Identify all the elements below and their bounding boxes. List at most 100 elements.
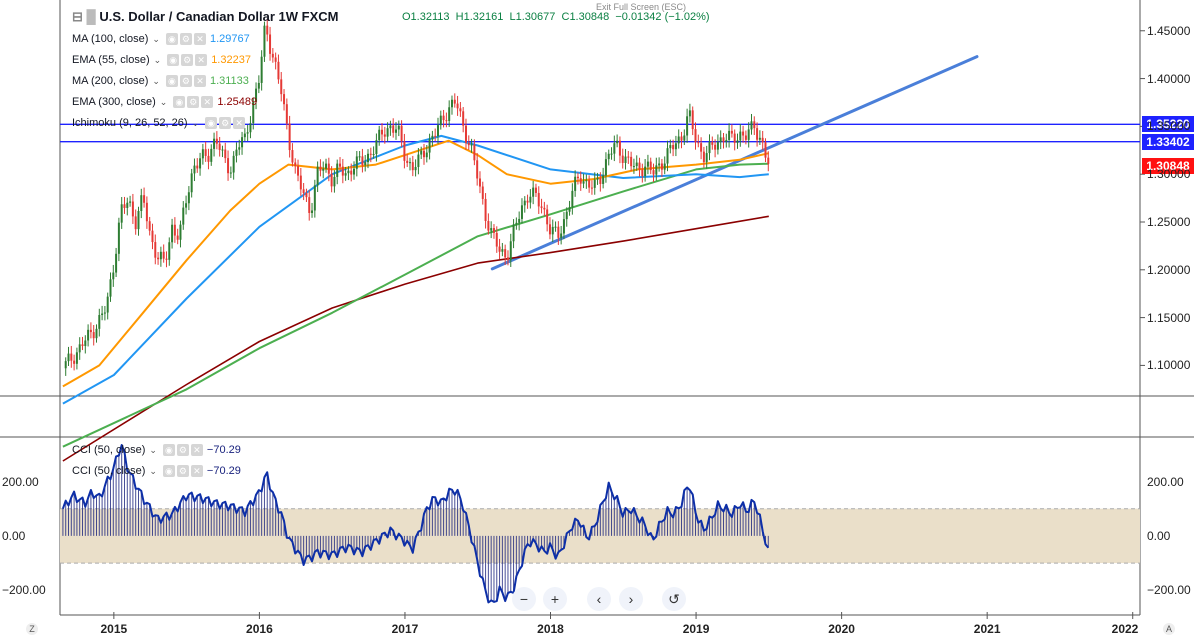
- zoom-out-button[interactable]: −: [512, 587, 536, 611]
- candle-body: [64, 361, 67, 369]
- candle-body: [428, 139, 431, 153]
- candle-body: [624, 156, 627, 163]
- candle-body: [604, 159, 607, 176]
- indicator-row[interactable]: MA (100, close) ⌄ ◉ ⚙ ✕ 1.29767: [72, 33, 250, 45]
- indicator-label[interactable]: CCI (50, close): [72, 465, 146, 477]
- cci-tick-label: 200.00: [2, 474, 39, 489]
- eye-icon[interactable]: ◉: [165, 33, 178, 45]
- indicator-label[interactable]: Ichimoku (9, 26, 52, 26): [72, 117, 188, 129]
- indicator-label[interactable]: MA (100, close): [72, 33, 149, 45]
- candle-body: [389, 125, 392, 129]
- candle-body: [621, 155, 624, 163]
- indicator-row[interactable]: CCI (50, close) ⌄ ◉ ⚙ ✕ −70.29: [72, 465, 241, 477]
- chevron-down-icon[interactable]: ⌄: [152, 33, 160, 44]
- chevron-down-icon[interactable]: ⌄: [153, 54, 162, 65]
- close-icon[interactable]: ✕: [201, 96, 214, 108]
- cci-tick-label: 0.00: [2, 528, 26, 543]
- candle-body: [165, 258, 168, 260]
- candle-body: [341, 166, 344, 176]
- close-icon[interactable]: ✕: [193, 33, 206, 45]
- indicator-buttons: ◉ ⚙ ✕: [167, 54, 208, 66]
- candle-body: [630, 156, 633, 167]
- candle-body: [221, 149, 224, 151]
- corner-left-icon[interactable]: Z: [26, 623, 38, 635]
- candle-body: [347, 170, 350, 174]
- indicator-row[interactable]: EMA (55, close) ⌄ ◉ ⚙ ✕ 1.32237: [72, 54, 251, 66]
- eye-icon[interactable]: ◉: [162, 465, 175, 477]
- corner-right-icon[interactable]: A: [1163, 623, 1175, 635]
- gear-icon[interactable]: ⚙: [179, 33, 192, 45]
- time-tick-label: 2017: [391, 622, 419, 636]
- candle-body: [274, 57, 277, 62]
- indicator-label[interactable]: MA (200, close): [72, 75, 149, 87]
- scroll-forward-button[interactable]: ›: [619, 587, 643, 611]
- close-icon[interactable]: ✕: [233, 117, 246, 129]
- exit-fullscreen-hint[interactable]: Exit Full Screen (ESC): [596, 2, 687, 12]
- candle-body: [422, 150, 425, 158]
- gear-icon[interactable]: ⚙: [179, 75, 192, 87]
- eye-icon[interactable]: ◉: [162, 444, 175, 456]
- candle-body: [322, 168, 325, 171]
- candle-body: [487, 220, 490, 231]
- eye-icon[interactable]: ◉: [165, 75, 178, 87]
- gear-icon[interactable]: ⚙: [176, 444, 189, 456]
- price-badge-2: 1.30848: [1142, 158, 1194, 175]
- candle-body: [297, 166, 300, 176]
- indicator-row[interactable]: EMA (300, close) ⌄ ◉ ⚙ ✕ 1.25489: [72, 96, 257, 108]
- candle-body: [358, 156, 361, 158]
- chevron-down-icon[interactable]: ⌄: [159, 96, 168, 107]
- chevron-down-icon[interactable]: ⌄: [191, 117, 200, 128]
- candle-body: [67, 353, 70, 362]
- close-icon[interactable]: ✕: [195, 54, 208, 66]
- price-tick-label: 1.40000: [1147, 71, 1191, 86]
- candle-body: [492, 228, 495, 233]
- symbol-interval[interactable]: 1W: [278, 9, 299, 24]
- reset-chart-button[interactable]: ↺: [662, 587, 686, 611]
- indicator-label[interactable]: EMA (300, close): [72, 96, 156, 108]
- indicator-label[interactable]: CCI (50, close): [72, 444, 146, 456]
- gear-icon[interactable]: ⚙: [187, 96, 200, 108]
- candle-body: [613, 143, 616, 154]
- candle-body: [434, 135, 437, 137]
- collapse-icon[interactable]: ⊟: [72, 9, 83, 24]
- close-icon[interactable]: ✕: [190, 465, 203, 477]
- gear-icon[interactable]: ⚙: [181, 54, 194, 66]
- eye-icon[interactable]: ◉: [167, 54, 180, 66]
- scroll-back-button[interactable]: ‹: [587, 587, 611, 611]
- time-tick-label: 2019: [682, 622, 710, 636]
- candle-body: [92, 332, 95, 339]
- eye-icon[interactable]: ◉: [173, 96, 186, 108]
- candle-body: [151, 230, 154, 243]
- chevron-down-icon[interactable]: ⌄: [149, 465, 157, 476]
- indicator-row[interactable]: Ichimoku (9, 26, 52, 26) ⌄ ◉ ⚙ ✕: [72, 117, 249, 129]
- candle-body: [431, 135, 434, 140]
- candle-body: [283, 94, 286, 105]
- candle-body: [411, 162, 414, 171]
- candle-body: [453, 99, 456, 104]
- candle-body: [109, 279, 112, 297]
- chevron-down-icon[interactable]: ⌄: [152, 75, 160, 86]
- candle-body: [73, 360, 76, 364]
- gear-icon[interactable]: ⚙: [176, 465, 189, 477]
- candle-body: [134, 216, 137, 230]
- candle-body: [574, 176, 577, 191]
- candle-body: [246, 132, 249, 134]
- candle-body: [495, 232, 498, 247]
- candle-body: [159, 251, 162, 260]
- eye-icon[interactable]: ◉: [205, 117, 218, 129]
- chevron-down-icon[interactable]: ⌄: [149, 444, 157, 455]
- ohlc-low: L1.30677: [509, 11, 556, 23]
- indicator-label[interactable]: EMA (55, close): [72, 54, 150, 66]
- gear-icon[interactable]: ⚙: [219, 117, 232, 129]
- candle-body: [210, 148, 213, 162]
- candle-body: [599, 177, 602, 184]
- indicator-row[interactable]: CCI (50, close) ⌄ ◉ ⚙ ✕ −70.29: [72, 444, 241, 456]
- candle-body: [406, 160, 409, 163]
- close-icon[interactable]: ✕: [193, 75, 206, 87]
- price-tick-label: 1.30000: [1147, 167, 1191, 182]
- close-icon[interactable]: ✕: [190, 444, 203, 456]
- zoom-in-button[interactable]: +: [543, 587, 567, 611]
- candle-body: [512, 224, 515, 242]
- indicator-row[interactable]: MA (200, close) ⌄ ◉ ⚙ ✕ 1.31133: [72, 75, 249, 87]
